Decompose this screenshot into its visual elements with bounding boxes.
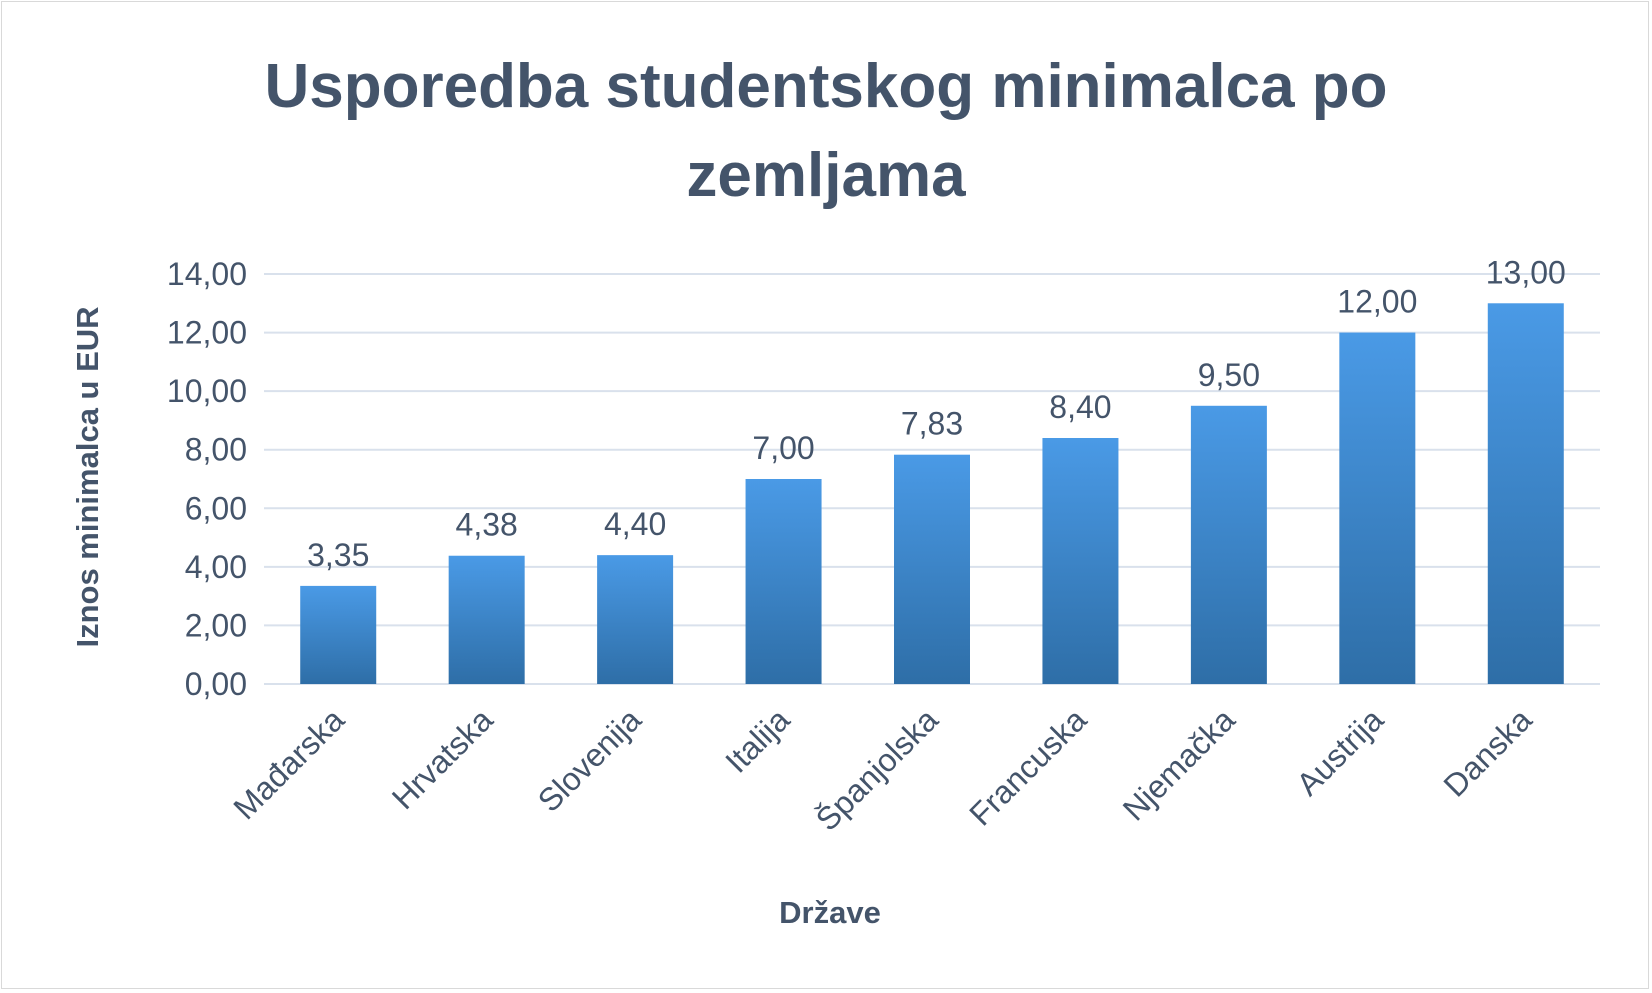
y-tick-label: 2,00: [185, 607, 247, 643]
data-label: 8,40: [1049, 389, 1111, 425]
data-labels: 3,35 4,38 4,40 7,00 7,83 8,40 9,50 12,00 13,00: [307, 254, 1566, 573]
y-axis-ticks: 0,00 2,00 4,00 6,00 8,00 10,00 12,00 14,00: [167, 256, 247, 702]
data-label: 12,00: [1337, 284, 1417, 320]
bar: [448, 555, 525, 684]
y-tick-label: 12,00: [167, 315, 247, 351]
bar: [894, 454, 970, 684]
bar: [300, 585, 377, 684]
bar: [597, 555, 674, 684]
category-label: Njemačka: [1116, 701, 1242, 827]
bar: [1190, 405, 1267, 684]
y-tick-label: 10,00: [167, 373, 247, 409]
category-label: Francuska: [962, 701, 1093, 832]
data-label: 7,00: [752, 430, 814, 466]
data-label: 7,83: [901, 406, 963, 442]
y-tick-label: 0,00: [185, 666, 247, 702]
y-tick-label: 4,00: [185, 549, 247, 585]
x-axis-title: Države: [779, 895, 881, 930]
data-label: 9,50: [1198, 357, 1260, 393]
category-label: Austrija: [1289, 701, 1390, 802]
x-axis-categories: Mađarska Hrvatska Slovenija Italija Španjols…: [226, 701, 1539, 837]
category-label: Danska: [1437, 701, 1539, 803]
y-tick-label: 8,00: [185, 432, 247, 468]
bar: [745, 479, 822, 684]
chart-title-line-1: Usporedba studentskog minimalca po: [264, 52, 1387, 121]
category-label: Mađarska: [226, 701, 351, 826]
bar: [1339, 332, 1416, 684]
y-axis-title: Iznos minimalca u EUR: [70, 306, 105, 647]
data-label: 13,00: [1486, 254, 1566, 290]
data-label: 4,38: [456, 507, 518, 543]
y-tick-label: 6,00: [185, 490, 247, 526]
bars: [300, 303, 1564, 684]
category-label: Slovenija: [531, 701, 648, 818]
data-label: 3,35: [307, 537, 369, 573]
category-label: Španjolska: [809, 701, 945, 837]
bar: [1487, 303, 1564, 684]
chart-title-line-2: zemljama: [686, 141, 966, 210]
category-label: Italija: [718, 701, 796, 779]
y-tick-label: 14,00: [167, 256, 247, 292]
data-label: 4,40: [604, 506, 666, 542]
category-label: Hrvatska: [385, 701, 500, 816]
bar: [1042, 438, 1119, 684]
